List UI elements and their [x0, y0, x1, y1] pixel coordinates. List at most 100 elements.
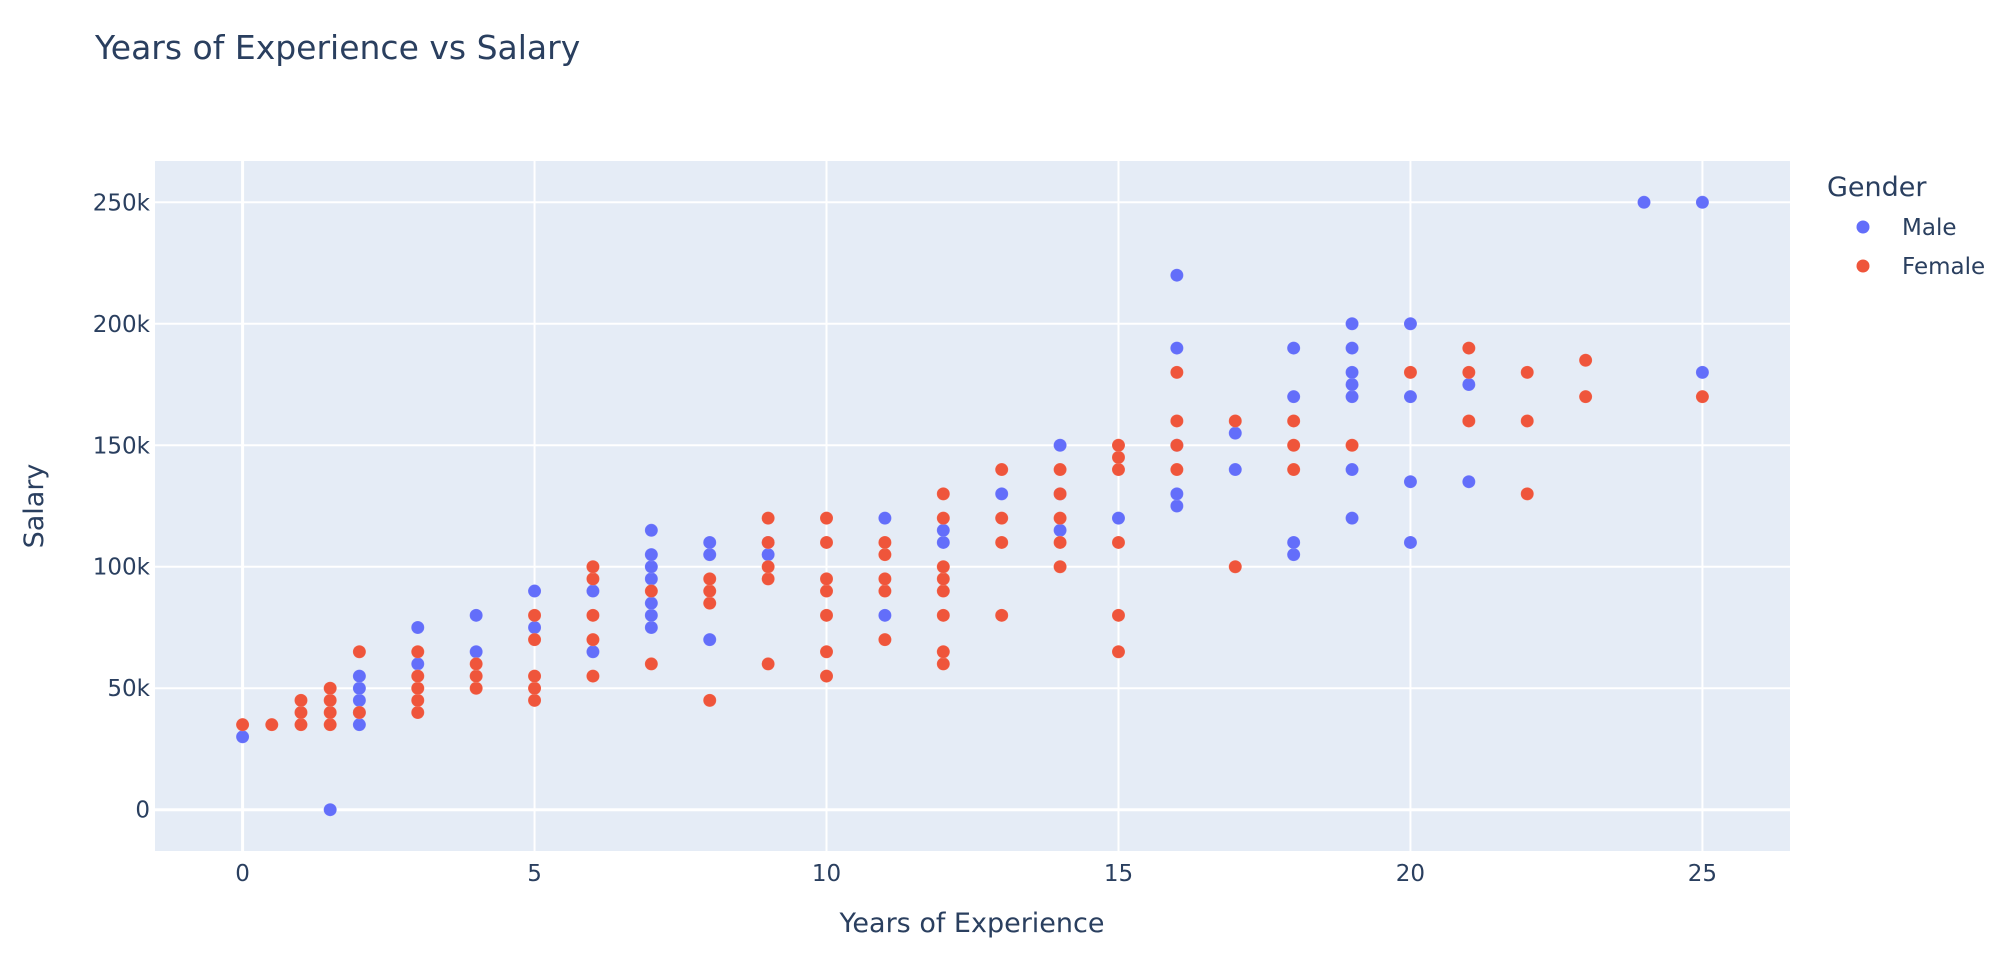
- data-point[interactable]: [352, 693, 367, 708]
- data-point[interactable]: [1695, 365, 1710, 380]
- data-point[interactable]: [235, 717, 250, 732]
- data-point[interactable]: [702, 596, 717, 611]
- data-point[interactable]: [1345, 316, 1359, 331]
- data-point[interactable]: [1345, 462, 1359, 477]
- data-point[interactable]: [819, 584, 834, 598]
- data-point[interactable]: [1345, 438, 1359, 453]
- data-point[interactable]: [1637, 195, 1651, 210]
- data-point[interactable]: [352, 717, 367, 732]
- data-point[interactable]: [936, 571, 951, 586]
- data-point[interactable]: [644, 523, 659, 538]
- data-point[interactable]: [644, 584, 659, 598]
- data-point[interactable]: [264, 717, 279, 732]
- data-point[interactable]: [323, 802, 338, 817]
- data-point[interactable]: [1169, 268, 1184, 283]
- data-point[interactable]: [1286, 341, 1301, 355]
- data-point[interactable]: [936, 644, 951, 659]
- data-point[interactable]: [323, 705, 338, 720]
- data-point[interactable]: [761, 559, 776, 574]
- data-point[interactable]: [1228, 414, 1243, 428]
- data-point[interactable]: [936, 584, 951, 598]
- data-point[interactable]: [352, 669, 367, 683]
- data-point[interactable]: [1169, 499, 1184, 513]
- data-point[interactable]: [819, 608, 834, 623]
- data-point[interactable]: [1053, 486, 1067, 501]
- data-point[interactable]: [1286, 438, 1301, 453]
- data-point[interactable]: [294, 717, 308, 732]
- data-point[interactable]: [410, 644, 425, 659]
- data-point[interactable]: [1286, 547, 1301, 562]
- data-point[interactable]: [1169, 438, 1184, 453]
- data-point[interactable]: [527, 584, 542, 598]
- data-point[interactable]: [994, 462, 1009, 477]
- data-point[interactable]: [936, 523, 951, 538]
- data-point[interactable]: [1403, 389, 1418, 404]
- data-point[interactable]: [410, 681, 425, 696]
- data-point[interactable]: [1169, 341, 1184, 355]
- legend-item-male[interactable]: Male: [1856, 215, 1957, 241]
- data-point[interactable]: [469, 669, 484, 683]
- data-point[interactable]: [1286, 414, 1301, 428]
- data-point[interactable]: [586, 669, 600, 683]
- legend-item-female[interactable]: Female: [1856, 254, 1986, 280]
- data-point[interactable]: [586, 584, 600, 598]
- data-point[interactable]: [1111, 608, 1126, 623]
- data-point[interactable]: [1461, 365, 1476, 380]
- data-point[interactable]: [1053, 438, 1067, 453]
- data-point[interactable]: [1345, 511, 1359, 526]
- data-point[interactable]: [469, 608, 484, 623]
- data-point[interactable]: [235, 729, 250, 744]
- data-point[interactable]: [586, 608, 600, 623]
- data-point[interactable]: [1169, 462, 1184, 477]
- data-point[interactable]: [1345, 377, 1359, 392]
- data-point[interactable]: [644, 547, 659, 562]
- data-point[interactable]: [1111, 462, 1126, 477]
- data-point[interactable]: [586, 632, 600, 647]
- data-point[interactable]: [936, 608, 951, 623]
- data-point[interactable]: [994, 535, 1009, 550]
- data-point[interactable]: [1169, 365, 1184, 380]
- data-point[interactable]: [1169, 486, 1184, 501]
- data-point[interactable]: [702, 693, 717, 708]
- data-point[interactable]: [1228, 426, 1243, 441]
- data-point[interactable]: [702, 571, 717, 586]
- data-point[interactable]: [352, 681, 367, 696]
- data-point[interactable]: [936, 486, 951, 501]
- data-point[interactable]: [1053, 511, 1067, 526]
- data-point[interactable]: [994, 511, 1009, 526]
- data-point[interactable]: [1578, 353, 1593, 368]
- data-point[interactable]: [644, 571, 659, 586]
- data-point[interactable]: [527, 608, 542, 623]
- data-point[interactable]: [294, 693, 308, 708]
- data-point[interactable]: [644, 596, 659, 611]
- data-point[interactable]: [1111, 450, 1126, 465]
- data-point[interactable]: [702, 584, 717, 598]
- data-point[interactable]: [936, 657, 951, 671]
- data-point[interactable]: [644, 608, 659, 623]
- data-point[interactable]: [352, 644, 367, 659]
- data-point[interactable]: [1111, 644, 1126, 659]
- data-point[interactable]: [1286, 462, 1301, 477]
- data-point[interactable]: [323, 693, 338, 708]
- data-point[interactable]: [819, 511, 834, 526]
- data-point[interactable]: [527, 681, 542, 696]
- data-point[interactable]: [1461, 377, 1476, 392]
- data-point[interactable]: [1403, 365, 1418, 380]
- data-point[interactable]: [1228, 559, 1243, 574]
- data-point[interactable]: [410, 657, 425, 671]
- data-point[interactable]: [410, 669, 425, 683]
- data-point[interactable]: [1111, 535, 1126, 550]
- data-point[interactable]: [1286, 535, 1301, 550]
- data-point[interactable]: [702, 632, 717, 647]
- data-point[interactable]: [323, 681, 338, 696]
- data-point[interactable]: [819, 669, 834, 683]
- data-point[interactable]: [586, 559, 600, 574]
- data-point[interactable]: [352, 705, 367, 720]
- data-point[interactable]: [586, 571, 600, 586]
- data-point[interactable]: [702, 535, 717, 550]
- data-point[interactable]: [644, 559, 659, 574]
- data-point[interactable]: [878, 547, 892, 562]
- data-point[interactable]: [819, 644, 834, 659]
- data-point[interactable]: [878, 608, 892, 623]
- data-point[interactable]: [527, 632, 542, 647]
